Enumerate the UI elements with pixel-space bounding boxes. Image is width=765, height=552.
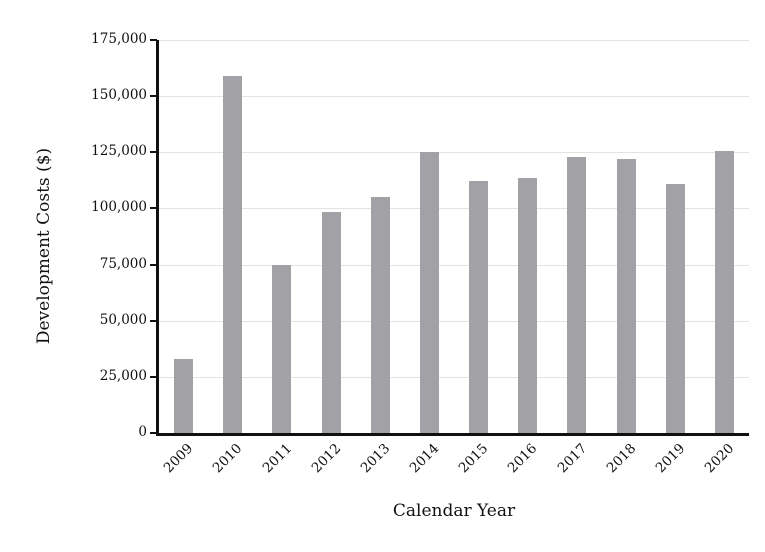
gridline-50000 bbox=[159, 320, 749, 322]
y-tick-mark bbox=[150, 319, 157, 322]
x-tick-label: 2011 bbox=[259, 440, 295, 477]
y-tick-mark bbox=[150, 263, 157, 266]
bar-2016 bbox=[518, 178, 538, 433]
y-tick-mark bbox=[150, 375, 157, 378]
bar-2017 bbox=[567, 156, 587, 433]
x-tick-label: 2013 bbox=[357, 440, 394, 477]
bar-2011 bbox=[272, 264, 292, 433]
y-tick-mark bbox=[150, 432, 157, 434]
y-tick-label: 25,000 bbox=[99, 367, 147, 384]
y-tick-mark bbox=[150, 207, 157, 210]
x-axis-title: Calendar Year bbox=[392, 501, 516, 521]
y-axis-line bbox=[156, 40, 159, 436]
gridline-100000 bbox=[159, 208, 749, 210]
x-tick-label: 2012 bbox=[308, 440, 344, 477]
gridline-175000 bbox=[159, 40, 749, 41]
gridline-75000 bbox=[159, 264, 749, 266]
bar-2019 bbox=[665, 183, 685, 433]
bar-2018 bbox=[616, 159, 636, 433]
bar-2020 bbox=[714, 151, 734, 433]
x-tick-label: 2017 bbox=[554, 440, 590, 477]
x-tick-label: 2019 bbox=[652, 440, 689, 477]
gridline-25000 bbox=[159, 376, 749, 378]
y-tick-label: 0 bbox=[138, 423, 147, 440]
x-tick-label: 2018 bbox=[603, 440, 639, 477]
y-tick-label: 100,000 bbox=[91, 199, 147, 216]
x-tick-label: 2016 bbox=[505, 440, 541, 477]
y-tick-label: 75,000 bbox=[99, 255, 147, 272]
y-tick-label: 50,000 bbox=[99, 311, 147, 328]
bar-2015 bbox=[469, 181, 489, 433]
y-axis-title: Development Costs ($) bbox=[34, 147, 54, 345]
x-tick-label: 2009 bbox=[160, 440, 197, 477]
bar-2013 bbox=[370, 197, 390, 433]
bar-2012 bbox=[321, 211, 341, 433]
y-tick-mark bbox=[150, 95, 157, 98]
x-tick-label: 2014 bbox=[406, 440, 443, 477]
x-tick-label: 2020 bbox=[701, 440, 738, 477]
bar-2009 bbox=[174, 358, 194, 433]
gridline-150000 bbox=[159, 96, 749, 98]
gridline-125000 bbox=[159, 152, 749, 154]
y-tick-label: 150,000 bbox=[91, 87, 147, 104]
x-tick-label: 2010 bbox=[210, 440, 246, 477]
y-tick-label: 125,000 bbox=[91, 143, 147, 160]
y-tick-mark bbox=[150, 151, 157, 154]
bar-2010 bbox=[223, 75, 243, 433]
bar-2014 bbox=[419, 152, 439, 433]
y-tick-label: 175,000 bbox=[91, 30, 147, 47]
x-tick-label: 2015 bbox=[455, 440, 492, 477]
plot-area: 0 25,000 50,000 75,000 100,000 125,000 150,000… bbox=[91, 32, 749, 476]
x-axis-line bbox=[156, 433, 749, 436]
y-tick-mark bbox=[150, 39, 157, 41]
